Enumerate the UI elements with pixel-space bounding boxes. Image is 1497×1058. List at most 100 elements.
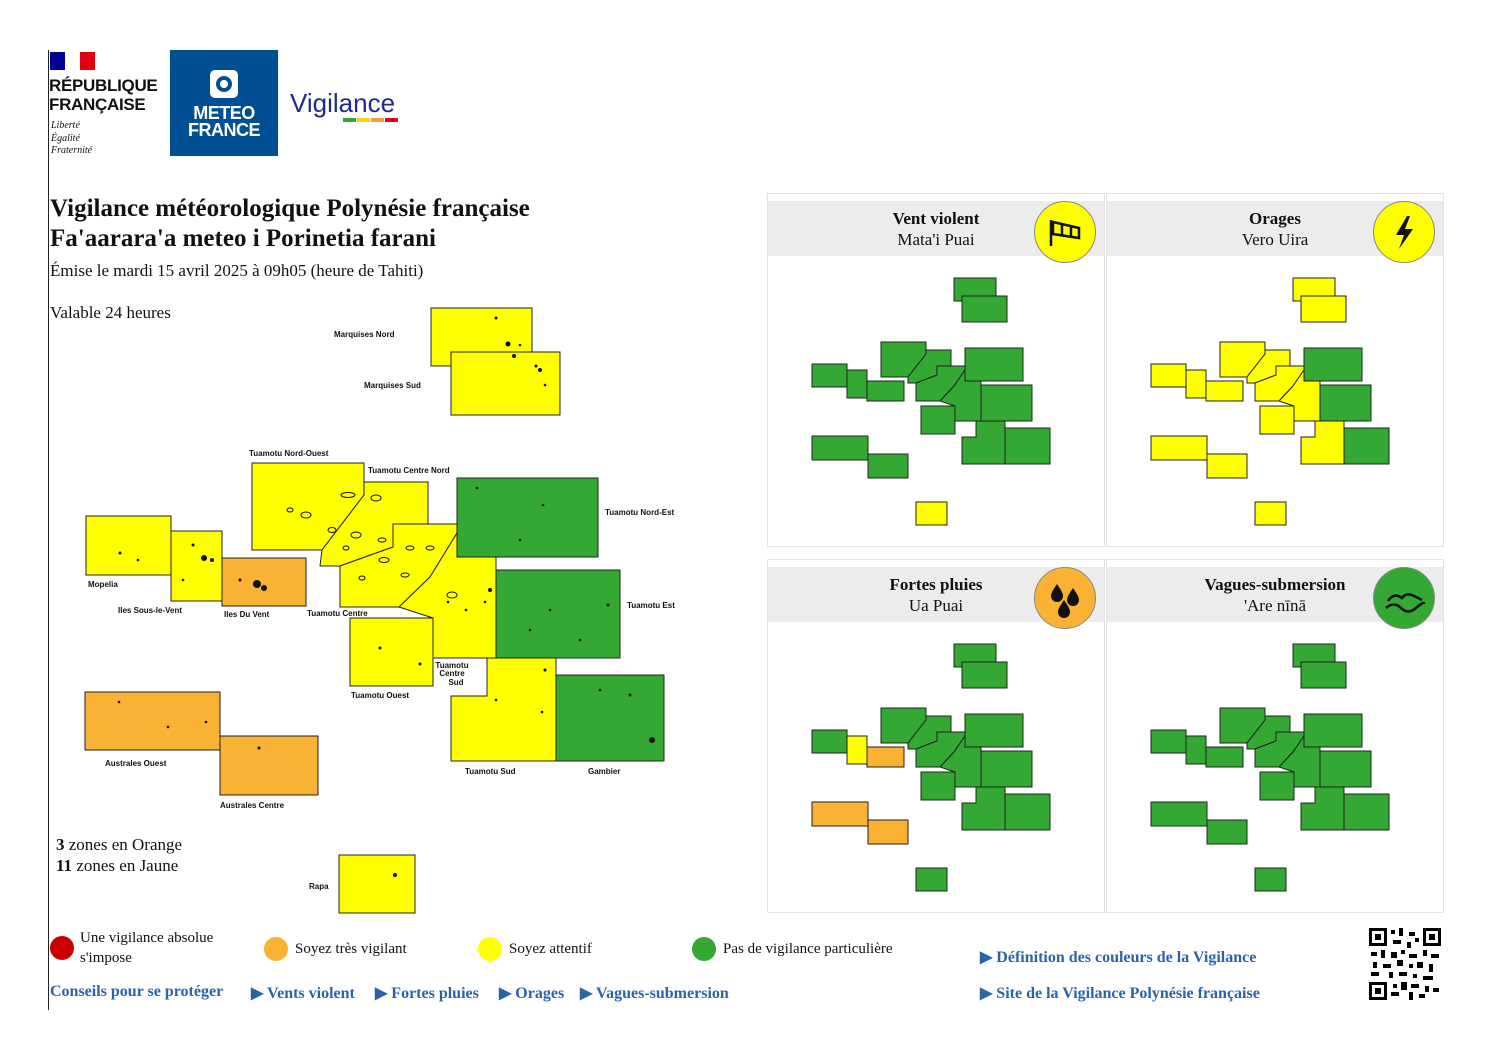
zone-marquises-sud[interactable] [450, 351, 561, 416]
mini-zone-ms[interactable] [961, 661, 1008, 689]
mini-zone-te[interactable] [1319, 384, 1372, 422]
link-fortes-pluies[interactable]: ▶ Fortes pluies [375, 985, 479, 1002]
mini-zone-rapa[interactable] [915, 501, 948, 526]
mini-zone-te[interactable] [1319, 750, 1372, 788]
panel-vent-violent: Vent violent Mata'i Puai [767, 193, 1105, 547]
mini-zone-ac[interactable] [867, 453, 909, 479]
mini-zone-to[interactable] [920, 405, 956, 435]
mini-zone-tne[interactable] [964, 713, 1024, 748]
panel-title: Fortes pluies [889, 575, 983, 594]
mini-zone-tne[interactable] [1303, 347, 1363, 382]
label-tuamotu-nord-ouest: Tuamotu Nord-Ouest [249, 449, 329, 458]
mini-zone-te[interactable] [980, 750, 1033, 788]
mini-zone-tcs[interactable] [939, 368, 982, 422]
panel-mini-map [1150, 643, 1390, 892]
panel-title: Vent violent [892, 209, 980, 228]
mini-zone-ac[interactable] [867, 819, 909, 845]
yellow-count-text: zones en Jaune [76, 856, 179, 875]
issued-date: Émise le mardi 15 avril 2025 à 09h05 (he… [50, 261, 424, 280]
vigilance-wordmark: Vigilance [290, 88, 396, 118]
link-vagues-submersion[interactable]: ▶ Vagues-submersion [580, 985, 729, 1002]
mini-zone-idv[interactable] [866, 380, 905, 402]
meteo-france-logo: METEO FRANCE [170, 50, 278, 156]
mini-zone-tne[interactable] [964, 347, 1024, 382]
mini-zone-ts[interactable] [961, 420, 1006, 465]
mini-zone-to[interactable] [920, 771, 956, 801]
mini-zone-gam[interactable] [1004, 427, 1051, 465]
mini-zone-tcs[interactable] [1278, 368, 1321, 422]
legend-yellow-dot [478, 937, 502, 961]
yellow-count: 11 [56, 856, 73, 875]
mini-zone-ts[interactable] [961, 786, 1006, 831]
zone-tuamotu-sud[interactable] [450, 657, 557, 762]
mini-zone-isv[interactable] [846, 735, 868, 765]
zone-gambier[interactable] [555, 674, 665, 762]
mini-zone-rapa[interactable] [1254, 501, 1287, 526]
mini-zone-ao[interactable] [811, 801, 869, 827]
windsock-icon [1034, 201, 1096, 263]
panel-mini-map [1150, 277, 1390, 526]
label-iles-du-vent: Iles Du Vent [224, 610, 270, 619]
mini-zone-gam[interactable] [1004, 793, 1051, 831]
zone-tuamotu-est[interactable] [495, 569, 621, 659]
zone-australes-ouest[interactable] [84, 691, 221, 751]
mini-zone-isv[interactable] [1185, 369, 1207, 399]
zone-tuamotu-nord-est[interactable] [456, 477, 599, 558]
mini-zone-rapa[interactable] [1254, 867, 1287, 892]
mini-zone-ms[interactable] [1300, 661, 1347, 689]
label-australes-centre: Australes Centre [220, 801, 285, 810]
mini-zone-te[interactable] [980, 384, 1033, 422]
mini-zone-ms[interactable] [1300, 295, 1347, 323]
mini-zone-ts[interactable] [1300, 786, 1345, 831]
mini-zone-idv[interactable] [866, 746, 905, 768]
label-tuamotu-centre: Tuamotu Centre [307, 609, 368, 618]
label-tuamotu-centre-sud-2: Centre [439, 669, 465, 678]
mini-zone-ao[interactable] [1150, 801, 1208, 827]
main-vigilance-map: Marquises Nord Marquises Sud Tuamotu Nor… [84, 307, 675, 914]
zone-australes-centre[interactable] [219, 735, 319, 796]
mini-zone-tne[interactable] [1303, 713, 1363, 748]
mini-zone-tcs[interactable] [939, 734, 982, 788]
mini-zone-gam[interactable] [1343, 793, 1390, 831]
mini-zone-idv[interactable] [1205, 380, 1244, 402]
mini-zone-ac[interactable] [1206, 453, 1248, 479]
mini-zone-mop[interactable] [1150, 363, 1187, 388]
mini-zone-ao[interactable] [1150, 435, 1208, 461]
legend-green-dot [692, 937, 716, 961]
mini-zone-ms[interactable] [961, 295, 1008, 323]
link-orages[interactable]: ▶ Orages [499, 985, 565, 1002]
zone-tuamotu-ouest[interactable] [349, 617, 434, 687]
panel-title: Orages [1249, 209, 1301, 228]
zone-count-summary: 3 zones en Orange 11 zones en Jaune [56, 834, 182, 876]
mini-zone-ao[interactable] [811, 435, 869, 461]
mini-zone-mop[interactable] [811, 729, 848, 754]
link-site-vigilance[interactable]: ▶ Site de la Vigilance Polynésie françai… [980, 985, 1260, 1002]
mini-zone-to[interactable] [1259, 771, 1295, 801]
qr-code-icon[interactable] [1369, 928, 1441, 1000]
page-title-tahitian: Fa'aarara'a meteo i Porinetia farani [50, 225, 436, 252]
orange-count-text: zones en Orange [68, 835, 183, 854]
link-definition-couleurs[interactable]: ▶ Définition des couleurs de la Vigilanc… [980, 949, 1257, 966]
mini-zone-idv[interactable] [1205, 746, 1244, 768]
mini-zone-mop[interactable] [811, 363, 848, 388]
mini-zone-ts[interactable] [1300, 420, 1345, 465]
mini-zone-mop[interactable] [1150, 729, 1187, 754]
mini-zone-ac[interactable] [1206, 819, 1248, 845]
mini-zone-isv[interactable] [1185, 735, 1207, 765]
label-tuamotu-ouest: Tuamotu Ouest [351, 691, 409, 700]
zone-rapa[interactable] [338, 854, 416, 914]
zone-mopelia[interactable] [85, 515, 172, 576]
atoll-outlines [286, 492, 458, 599]
mini-zone-tcs[interactable] [1278, 734, 1321, 788]
zone-iles-sous-le-vent[interactable] [170, 530, 223, 602]
mini-zone-gam[interactable] [1343, 427, 1390, 465]
link-vents-violent[interactable]: ▶ Vents violent [251, 985, 355, 1002]
label-mopelia: Mopelia [88, 580, 118, 589]
mini-zone-isv[interactable] [846, 369, 868, 399]
link-conseils[interactable]: Conseils pour se protéger [50, 983, 224, 1000]
mini-zone-rapa[interactable] [915, 867, 948, 892]
orange-count: 3 [56, 835, 65, 854]
mini-zone-to[interactable] [1259, 405, 1295, 435]
zone-iles-du-vent[interactable] [221, 557, 307, 607]
label-australes-ouest: Australes Ouest [105, 759, 167, 768]
